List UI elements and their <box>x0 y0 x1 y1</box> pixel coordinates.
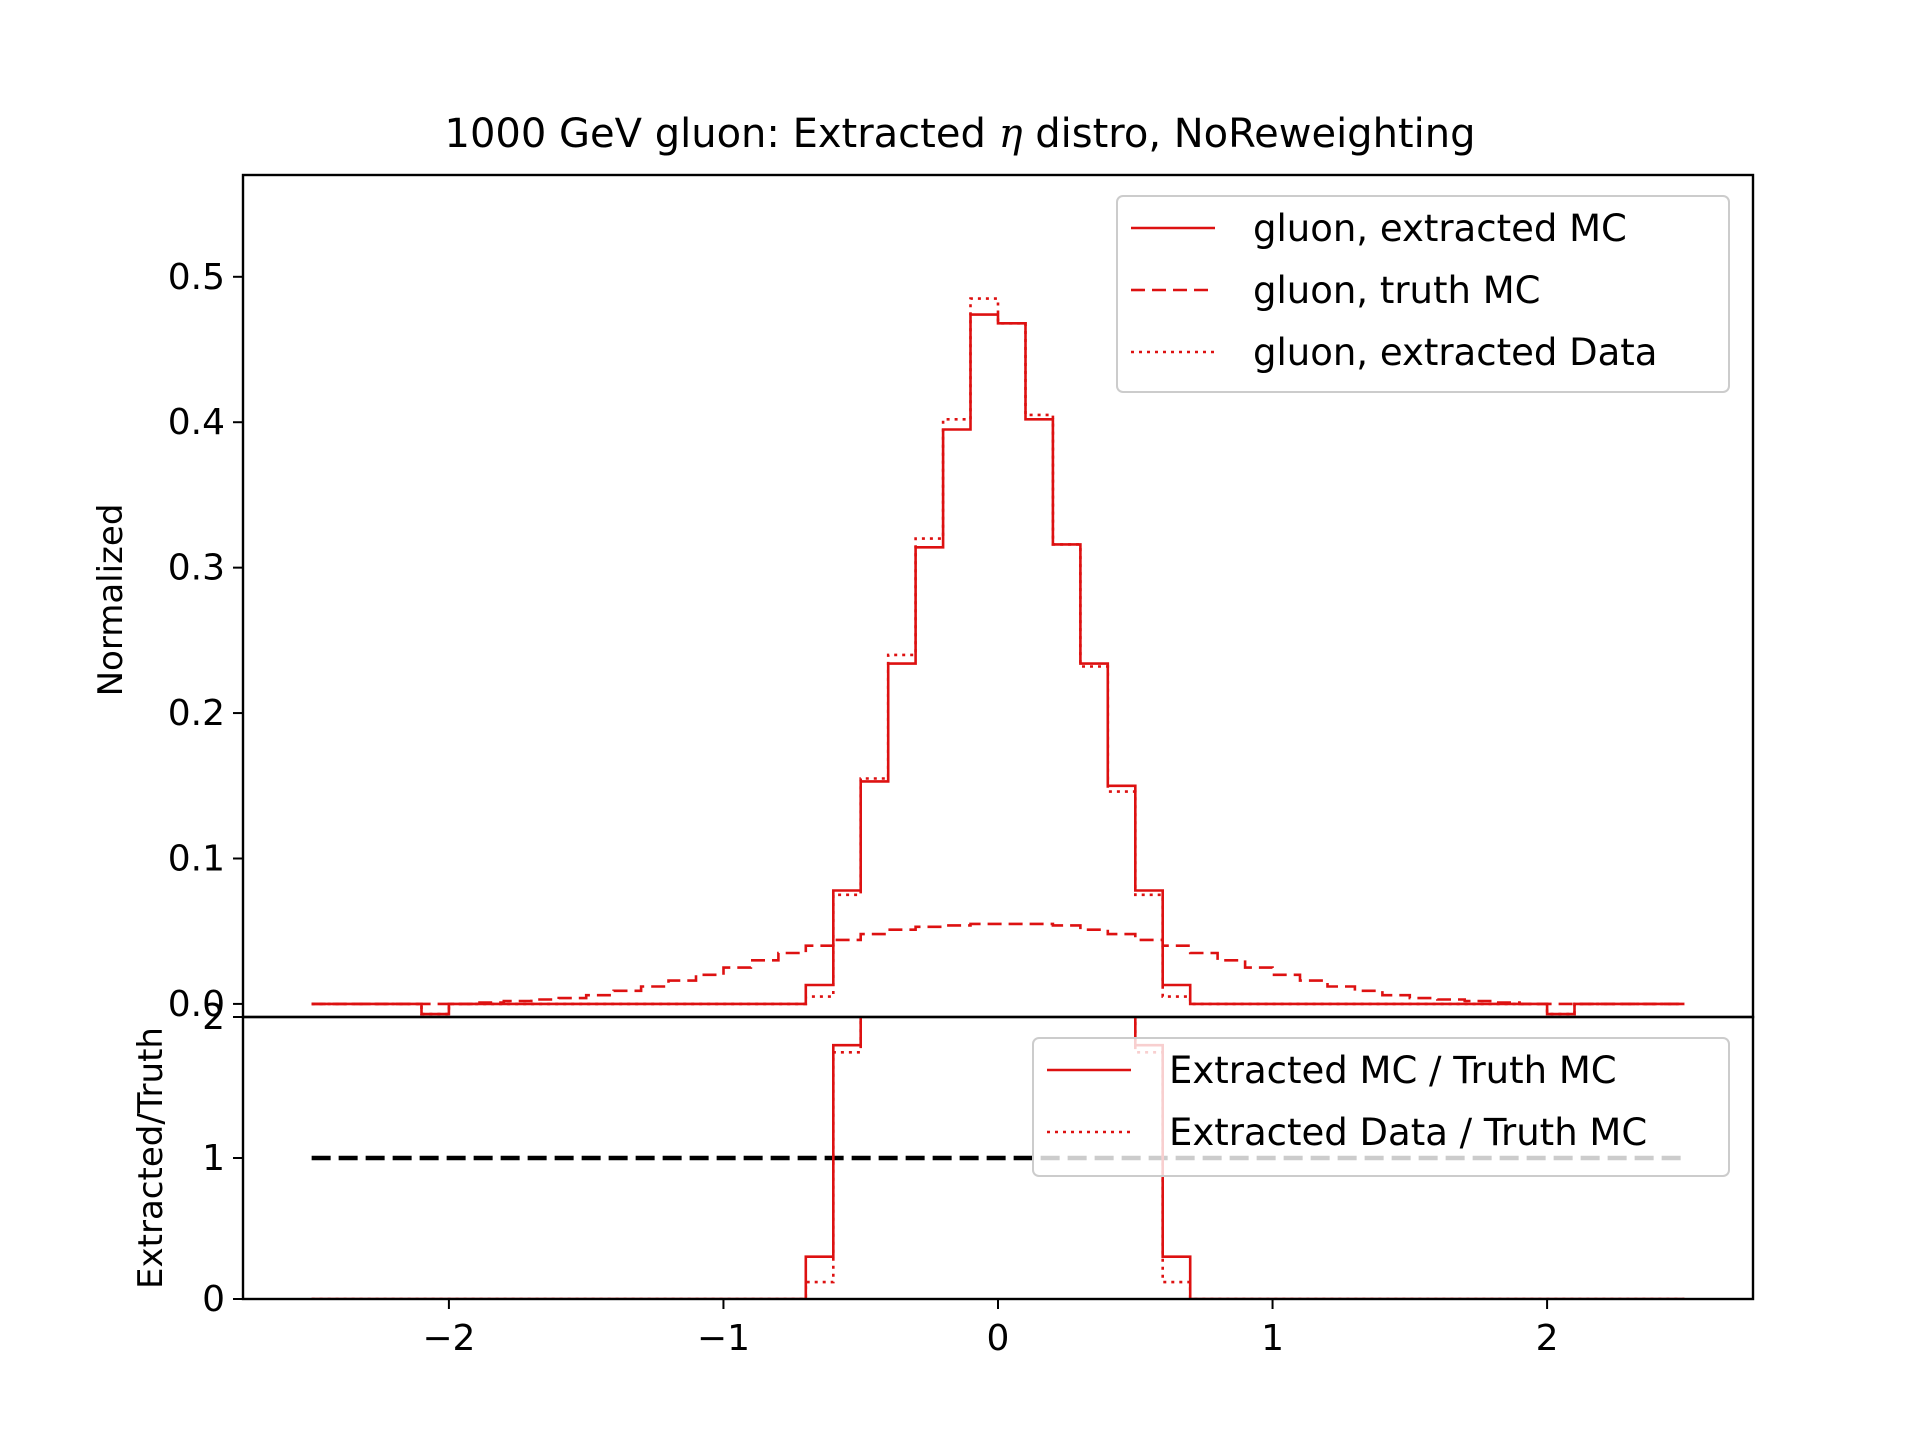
top-y-tick-label: 0.5 <box>168 257 225 298</box>
top-legend-frame <box>1116 195 1730 393</box>
bottom-x-axis: −2 −1 0 1 2 <box>422 1299 1559 1359</box>
x-tick-label: 0 <box>987 1318 1010 1359</box>
x-tick-label: 1 <box>1261 1318 1284 1359</box>
bottom-y-axis: 0 1 2 <box>202 997 243 1320</box>
top-y-tick-label: 0.1 <box>168 838 225 879</box>
bottom-panel: 0 1 2 −2 −1 0 1 2 Extracted/Truth Extracted MC… <box>131 997 1755 1359</box>
top-series-dashed <box>311 922 1685 1006</box>
bottom-legend-entry-dotted: Extracted Data / Truth MC <box>1169 1111 1647 1154</box>
chart-title: 1000 GeV gluon: Extracted η distro, NoRe… <box>445 111 1476 157</box>
x-tick-label: −2 <box>422 1318 475 1359</box>
x-tick-label: −1 <box>697 1318 750 1359</box>
top-y-tick-label: 0.3 <box>168 548 225 589</box>
bottom-y-axis-label: Extracted/Truth <box>131 1027 171 1289</box>
top-legend-entry-dotted: gluon, extracted Data <box>1253 331 1657 374</box>
ratio-series-solid <box>311 1017 1685 1299</box>
top-legend-entry-dashed: gluon, truth MC <box>1253 269 1540 312</box>
bottom-legend-frame <box>1032 1037 1730 1177</box>
bottom-axes-frame <box>241 1015 1755 1301</box>
bottom-y-tick-label: 2 <box>202 997 225 1038</box>
x-tick-label: 2 <box>1536 1318 1559 1359</box>
top-legend-entry-solid: gluon, extracted MC <box>1253 207 1627 250</box>
top-y-tick-label: 0.2 <box>168 693 225 734</box>
top-legend: gluon, extracted MC gluon, truth MC gluon,… <box>1116 195 1730 393</box>
top-y-tick-label: 0.4 <box>168 402 225 443</box>
top-series-dotted <box>311 297 1685 1016</box>
top-plot-area <box>311 297 1685 1016</box>
bottom-legend-entry-solid: Extracted MC / Truth MC <box>1169 1049 1617 1092</box>
top-y-axis-label: Normalized <box>91 504 131 697</box>
top-y-tick-label: 0.0 <box>168 984 225 1025</box>
bottom-y-tick-label: 0 <box>202 1279 225 1320</box>
bottom-legend: Extracted MC / Truth MC Extracted Data / … <box>1032 1037 1730 1177</box>
top-panel: 0.0 0.1 0.2 0.3 0.4 0.5 Normalized gluon, ext… <box>91 173 1755 1025</box>
top-y-axis: 0.0 0.1 0.2 0.3 0.4 0.5 <box>168 257 243 1025</box>
bottom-y-tick-label: 1 <box>202 1138 225 1179</box>
